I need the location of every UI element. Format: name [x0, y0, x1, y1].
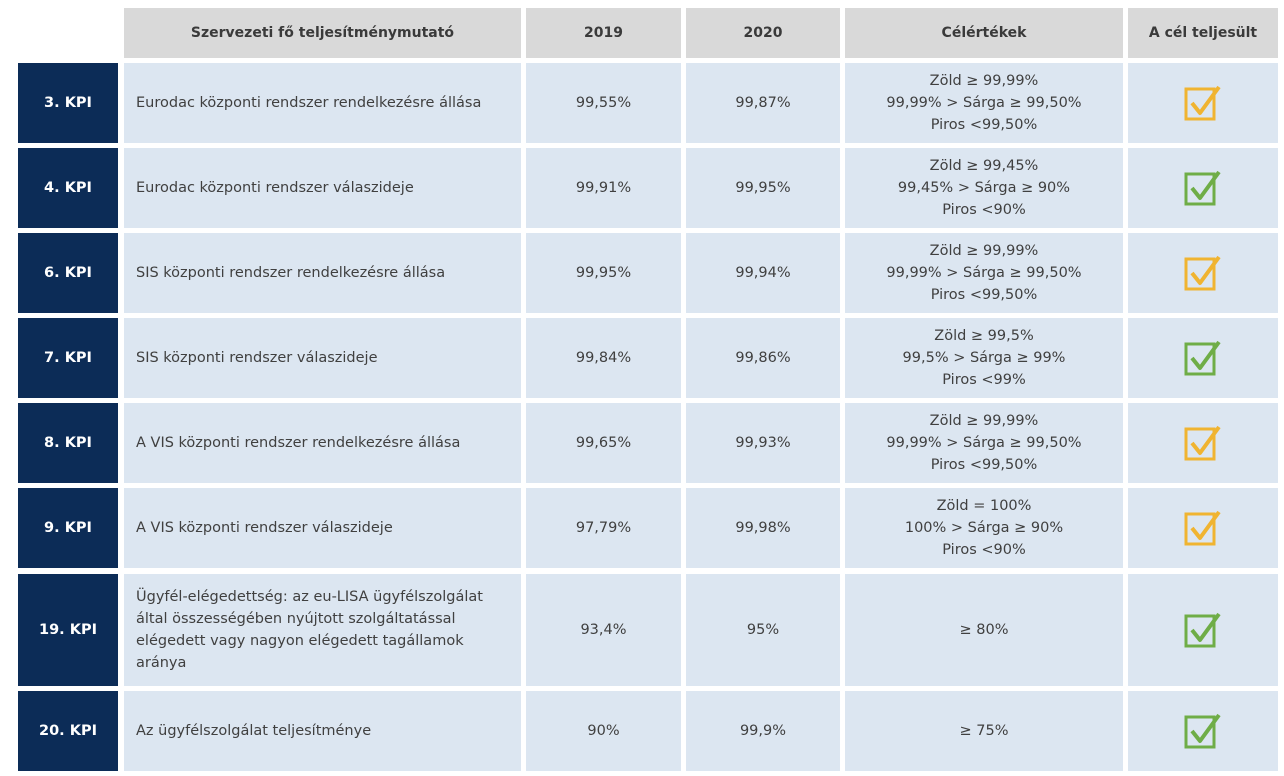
- kpi-label: 9. KPI: [18, 488, 118, 568]
- target-line: Zöld ≥ 99,99%: [929, 73, 1039, 89]
- kpi-name: Ügyfél-elégedettség: az eu-LISA ügyfélsz…: [124, 574, 521, 686]
- target-line: 99,5% > Sárga ≥ 99%: [902, 350, 1066, 366]
- target-cell: Zöld ≥ 99,45% 99,45% > Sárga ≥ 90% Piros <…: [845, 148, 1123, 228]
- kpi-label: 4. KPI: [18, 148, 118, 228]
- header-cell: 2020: [686, 8, 840, 58]
- check-cell: [1128, 63, 1278, 143]
- value-2019: 90%: [526, 691, 681, 771]
- check-icon: [1184, 255, 1221, 291]
- target-line: 99,99% > Sárga ≥ 99,50%: [886, 95, 1082, 111]
- kpi-label: 7. KPI: [18, 318, 118, 398]
- target-line: ≥ 80%: [959, 622, 1009, 638]
- target-line: 99,45% > Sárga ≥ 90%: [897, 180, 1071, 196]
- check-cell: [1128, 318, 1278, 398]
- target-line: Piros <90%: [942, 202, 1026, 218]
- target-cell: ≥ 80%: [845, 574, 1123, 686]
- check-cell: [1128, 488, 1278, 568]
- kpi-name: A VIS központi rendszer válaszideje: [124, 488, 521, 568]
- target-line: 100% > Sárga ≥ 90%: [904, 520, 1064, 536]
- kpi-name: Az ügyfélszolgálat teljesítménye: [124, 691, 521, 771]
- check-cell: [1128, 148, 1278, 228]
- check-icon: [1184, 340, 1221, 376]
- target-line: Piros <99,50%: [930, 457, 1038, 473]
- target-line: Piros <99,50%: [930, 287, 1038, 303]
- kpi-label: 8. KPI: [18, 403, 118, 483]
- target-line: Piros <99%: [942, 372, 1026, 388]
- kpi-name: SIS központi rendszer rendelkezésre állá…: [124, 233, 521, 313]
- target-cell: ≥ 75%: [845, 691, 1123, 771]
- target-cell: Zöld ≥ 99,99% 99,99% > Sárga ≥ 99,50% Piro…: [845, 403, 1123, 483]
- header-cell: A cél teljesült: [1128, 8, 1278, 58]
- check-cell: [1128, 233, 1278, 313]
- value-2019: 99,95%: [526, 233, 681, 313]
- target-line: Zöld ≥ 99,45%: [929, 158, 1039, 174]
- check-icon: [1184, 713, 1221, 749]
- value-2020: 99,98%: [686, 488, 840, 568]
- target-line: Zöld ≥ 99,99%: [929, 243, 1039, 259]
- header-cell: 2019: [526, 8, 681, 58]
- value-2020: 99,93%: [686, 403, 840, 483]
- kpi-label: 19. KPI: [18, 574, 118, 686]
- value-2020: 99,86%: [686, 318, 840, 398]
- target-cell: Zöld = 100% 100% > Sárga ≥ 90% Piros <90%: [845, 488, 1123, 568]
- header-cell: Célértékek: [845, 8, 1123, 58]
- check-icon: [1184, 425, 1221, 461]
- kpi-label: 20. KPI: [18, 691, 118, 771]
- value-2019: 99,65%: [526, 403, 681, 483]
- value-2020: 99,94%: [686, 233, 840, 313]
- kpi-label: 3. KPI: [18, 63, 118, 143]
- target-cell: Zöld ≥ 99,5% 99,5% > Sárga ≥ 99% Piros <99…: [845, 318, 1123, 398]
- target-line: Piros <90%: [942, 542, 1026, 558]
- value-2020: 99,95%: [686, 148, 840, 228]
- value-2019: 99,84%: [526, 318, 681, 398]
- check-icon: [1184, 612, 1221, 648]
- target-line: Piros <99,50%: [930, 117, 1038, 133]
- check-icon: [1184, 85, 1221, 121]
- value-2020: 99,87%: [686, 63, 840, 143]
- value-2020: 95%: [686, 574, 840, 686]
- check-cell: [1128, 403, 1278, 483]
- check-cell: [1128, 574, 1278, 686]
- value-2020: 99,9%: [686, 691, 840, 771]
- kpi-name: Eurodac központi rendszer rendelkezésre …: [124, 63, 521, 143]
- header-cell: Szervezeti fő teljesítménymutató: [124, 8, 521, 58]
- target-cell: Zöld ≥ 99,99% 99,99% > Sárga ≥ 99,50% Piro…: [845, 233, 1123, 313]
- target-line: 99,99% > Sárga ≥ 99,50%: [886, 435, 1082, 451]
- target-cell: Zöld ≥ 99,99% 99,99% > Sárga ≥ 99,50% Piro…: [845, 63, 1123, 143]
- check-icon: [1184, 170, 1221, 206]
- check-cell: [1128, 691, 1278, 771]
- target-line: Zöld = 100%: [936, 498, 1032, 514]
- kpi-name: SIS központi rendszer válaszideje: [124, 318, 521, 398]
- value-2019: 93,4%: [526, 574, 681, 686]
- target-line: Zöld ≥ 99,99%: [929, 413, 1039, 429]
- target-line: 99,99% > Sárga ≥ 99,50%: [886, 265, 1082, 281]
- kpi-label: 6. KPI: [18, 233, 118, 313]
- kpi-name: A VIS központi rendszer rendelkezésre ál…: [124, 403, 521, 483]
- check-icon: [1184, 510, 1221, 546]
- target-line: Zöld ≥ 99,5%: [934, 328, 1034, 344]
- value-2019: 99,55%: [526, 63, 681, 143]
- target-line: ≥ 75%: [959, 723, 1009, 739]
- value-2019: 97,79%: [526, 488, 681, 568]
- kpi-name: Eurodac központi rendszer válaszideje: [124, 148, 521, 228]
- value-2019: 99,91%: [526, 148, 681, 228]
